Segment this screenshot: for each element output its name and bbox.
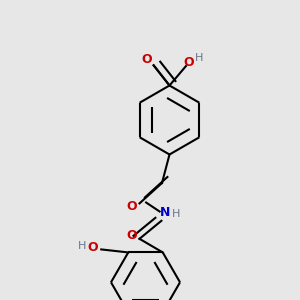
Text: O: O	[184, 56, 194, 69]
Text: O: O	[88, 242, 98, 254]
Text: N: N	[160, 206, 170, 219]
Text: H: H	[172, 209, 181, 219]
Text: O: O	[141, 52, 152, 66]
Text: O: O	[127, 200, 137, 214]
Text: O: O	[127, 229, 137, 242]
Text: H: H	[195, 53, 204, 64]
Text: H: H	[78, 241, 86, 251]
